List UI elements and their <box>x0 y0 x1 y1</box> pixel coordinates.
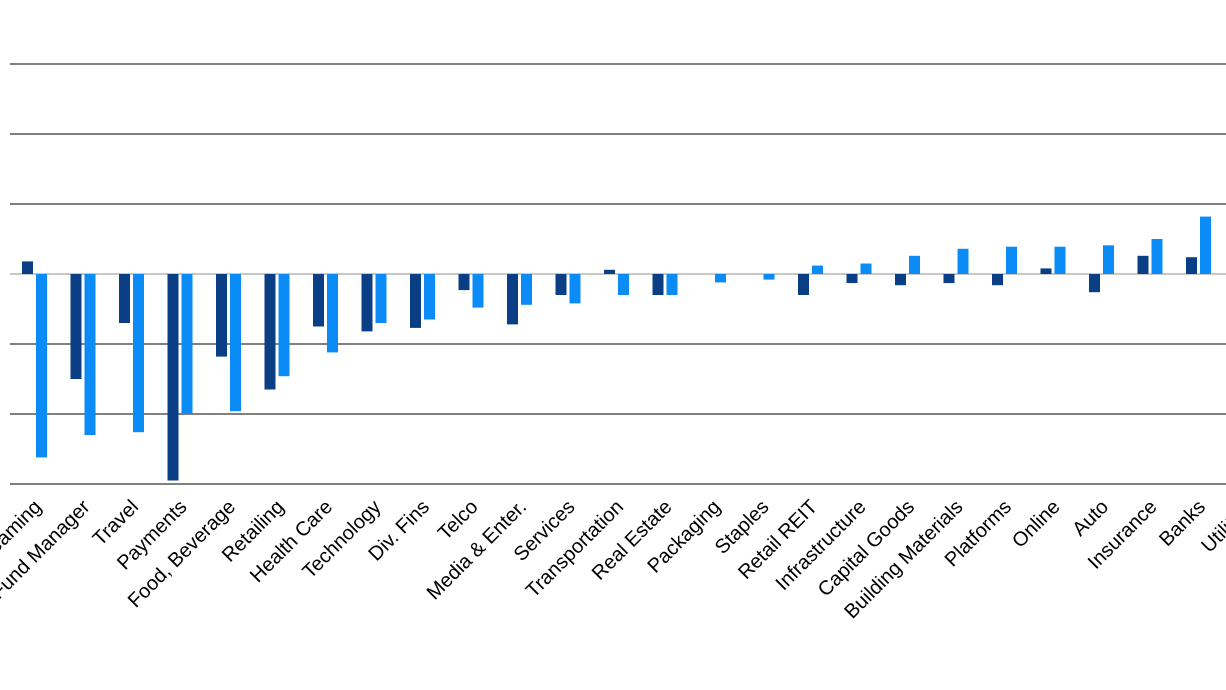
bar-dark-telco <box>458 274 470 291</box>
bar-light-food-beverage <box>230 274 241 412</box>
bar-light-div-fins <box>424 274 435 320</box>
bar-dark-transportation <box>604 269 615 274</box>
bar-dark-online <box>1040 268 1052 274</box>
bar-light-insurance <box>1151 239 1163 274</box>
bar-dark-health-care <box>313 274 324 327</box>
bar-light-media-enter- <box>521 274 532 305</box>
bar-dark-insurance <box>1137 255 1149 274</box>
bar-light-infrastructure <box>860 263 872 274</box>
bar-light-platforms <box>1006 246 1017 274</box>
bar-light-capital-goods <box>909 255 920 274</box>
bar-dark-real-estate <box>652 274 664 295</box>
bar-light-payments <box>181 274 193 414</box>
bar-dark-travel <box>119 274 130 323</box>
bar-dark-capital-goods <box>895 274 906 286</box>
bar-dark-services <box>555 274 567 295</box>
bar-dark-platforms <box>992 274 1003 286</box>
x-tick-label: Auto <box>1068 496 1113 541</box>
x-tick-label: Online <box>1008 496 1064 552</box>
bar-light-transportation <box>618 274 629 295</box>
bar-light-real-estate <box>666 274 678 295</box>
bar-light-retailing <box>278 274 290 377</box>
gridlines <box>10 63 1226 485</box>
bar-dark-auto <box>1089 274 1100 293</box>
bar-light-retail-reit <box>812 265 823 274</box>
bar-light-gaming <box>36 274 47 458</box>
bar-dark-fund-manager <box>70 274 82 379</box>
bar-light-services <box>569 274 581 304</box>
bar-light-building-materials <box>957 248 969 274</box>
bar-light-technology <box>375 274 387 323</box>
bar-dark-media-enter- <box>507 274 518 325</box>
bar-dark-div-fins <box>410 274 421 328</box>
bar-dark-gaming <box>22 261 33 274</box>
bar-dark-technology <box>361 274 373 332</box>
bar-light-travel <box>133 274 144 433</box>
bar-light-health-care <box>327 274 338 353</box>
bar-light-banks <box>1200 216 1211 274</box>
bar-dark-infrastructure <box>846 274 858 284</box>
bar-dark-retail-reit <box>798 274 809 295</box>
bar-light-staples <box>763 274 775 280</box>
bar-light-packaging <box>715 274 726 283</box>
bar-dark-banks <box>1186 257 1197 274</box>
bar-dark-building-materials <box>943 274 955 284</box>
bar-dark-retailing <box>264 274 276 390</box>
bar-dark-food-beverage <box>216 274 227 357</box>
bar-light-fund-manager <box>84 274 96 435</box>
bar-light-online <box>1054 246 1066 274</box>
bar-dark-payments <box>167 274 179 481</box>
bar-light-telco <box>472 274 484 308</box>
bars <box>22 216 1211 481</box>
bar-light-auto <box>1103 245 1114 274</box>
